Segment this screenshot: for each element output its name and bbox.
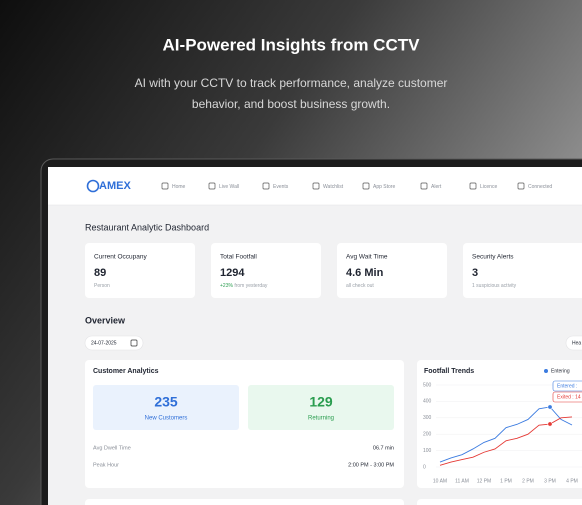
tooltip-text: Exited : 14 xyxy=(557,394,581,400)
stat-card xyxy=(211,243,321,298)
stat-card xyxy=(337,243,447,298)
row-label: Avg Dwell Time xyxy=(93,445,131,451)
lower-card xyxy=(85,499,404,505)
nav-icon[interactable] xyxy=(362,182,370,190)
stat-note: Person xyxy=(94,283,110,289)
x-tick-label: 4 PM xyxy=(566,478,578,484)
filter-label[interactable]: Hea xyxy=(572,340,581,346)
stat-label: Total Footfall xyxy=(220,254,257,261)
calendar-icon[interactable] xyxy=(130,339,138,347)
tooltip-text: Entered : xyxy=(557,383,577,389)
stat-note-text: all check out xyxy=(346,283,374,289)
stat-label: Avg Wait Time xyxy=(346,254,388,261)
stat-value: 4.6 Min xyxy=(346,267,384,279)
stat-value: 89 xyxy=(94,267,106,279)
filter-button[interactable] xyxy=(565,335,582,351)
nav-item[interactable]: Events xyxy=(273,184,289,190)
row-label: Peak Hour xyxy=(93,462,119,468)
row-value: 06.7 min xyxy=(373,445,394,451)
nav-item[interactable]: App Store xyxy=(373,184,395,190)
stat-note-text: 1 suspicious activity xyxy=(472,283,517,289)
x-tick-label: 10 AM xyxy=(433,478,447,484)
stat-label: Security Alerts xyxy=(472,254,514,261)
tooltip xyxy=(552,391,582,403)
card-title: Footfall Trends xyxy=(424,368,474,375)
y-tick-label: 100 xyxy=(423,448,432,454)
stat-note-text: from yesterday xyxy=(234,283,268,289)
nav-icon[interactable] xyxy=(469,182,477,190)
stat-note: +23% from yesterday xyxy=(220,283,268,289)
logo-icon xyxy=(86,179,100,193)
returning-label: Returning xyxy=(308,416,334,422)
legend-label: Entering xyxy=(551,368,570,374)
nav-icon[interactable] xyxy=(517,182,525,190)
nav-item[interactable]: Watchlist xyxy=(323,184,344,190)
returning-box xyxy=(248,385,394,430)
date-picker[interactable] xyxy=(84,335,144,351)
nav-icon[interactable] xyxy=(262,182,270,190)
nav-item[interactable]: Connected xyxy=(528,184,552,190)
y-tick-label: 500 xyxy=(423,382,432,388)
y-tick-label: 200 xyxy=(423,432,432,438)
hero-subtitle: AI with your CCTV to track performance, … xyxy=(135,76,448,90)
y-tick-label: 400 xyxy=(423,399,432,405)
tooltip xyxy=(552,380,582,392)
returning-value: 129 xyxy=(309,394,333,410)
new-customers-value: 235 xyxy=(154,394,178,410)
row-value: 2:00 PM - 3:00 PM xyxy=(348,462,394,468)
stat-card xyxy=(85,243,195,298)
x-tick-label: 11 AM xyxy=(455,478,469,484)
nav-item[interactable]: Licence xyxy=(480,184,497,190)
navbar xyxy=(48,167,582,205)
hero-title: AI-Powered Insights from CCTV xyxy=(163,35,421,54)
new-customers-label: New Customers xyxy=(145,416,188,422)
legend-swatch xyxy=(544,369,548,373)
overview-title: Overview xyxy=(85,315,126,325)
x-tick-label: 3 PM xyxy=(544,478,556,484)
dashboard-title: Restaurant Analytic Dashboard xyxy=(85,222,209,232)
stat-note: all check out xyxy=(346,283,374,289)
nav-icon[interactable] xyxy=(161,182,169,190)
nav-item[interactable]: Home xyxy=(172,184,186,190)
card-title: Customer Analytics xyxy=(93,368,159,375)
y-tick-label: 300 xyxy=(423,415,432,421)
hero-subtitle: behavior, and boost business growth. xyxy=(192,97,390,111)
date-value[interactable]: 24-07-2025 xyxy=(91,340,117,346)
new-customers-box xyxy=(93,385,239,430)
logo[interactable]: AMEX xyxy=(99,180,131,192)
stat-value: 3 xyxy=(472,267,478,279)
nav-icon[interactable] xyxy=(312,182,320,190)
nav-item[interactable]: Alert xyxy=(431,184,442,190)
lower-card xyxy=(417,499,582,505)
highlight-point xyxy=(547,404,553,410)
stat-note-text: Person xyxy=(94,283,110,289)
x-tick-label: 1 PM xyxy=(500,478,512,484)
nav-icon[interactable] xyxy=(208,182,216,190)
stat-value: 1294 xyxy=(220,267,245,279)
nav-icon[interactable] xyxy=(420,182,428,190)
x-tick-label: 2 PM xyxy=(522,478,534,484)
highlight-point xyxy=(547,421,553,427)
x-tick-label: 12 PM xyxy=(477,478,491,484)
nav-item[interactable]: Live Wall xyxy=(219,184,239,190)
stat-label: Current Occupany xyxy=(94,254,147,261)
footfall-card xyxy=(417,360,582,488)
y-tick-label: 0 xyxy=(423,464,426,470)
stat-change: +23% xyxy=(220,283,233,289)
stat-card xyxy=(463,243,582,298)
stat-note: 1 suspicious activity xyxy=(472,283,517,289)
